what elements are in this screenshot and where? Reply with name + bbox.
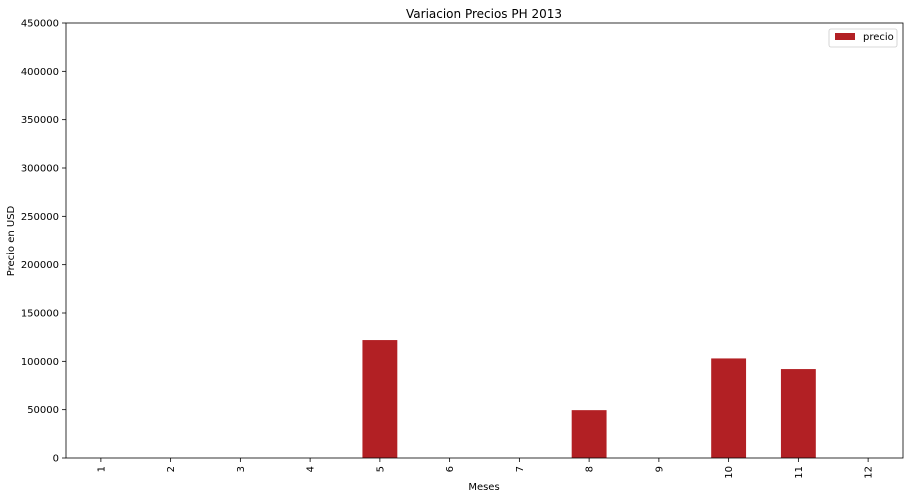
x-tick-label: 9: [654, 466, 665, 472]
y-tick-label: 200000: [21, 260, 59, 271]
x-tick-label: 11: [794, 466, 805, 479]
y-tick-label: 150000: [21, 309, 59, 320]
x-tick-label: 5: [375, 466, 386, 472]
y-tick-label: 300000: [21, 164, 59, 175]
plot-frame: [65, 22, 904, 459]
y-tick-label: 100000: [21, 357, 59, 368]
x-tick-label: 12: [864, 466, 875, 479]
x-tick-label: 7: [515, 466, 526, 472]
x-axis-ticks: 1 2 3 4 5 6 7 8 9 10 11 12: [96, 458, 875, 479]
x-tick-label: 2: [166, 466, 177, 472]
bar-11: [780, 369, 816, 458]
y-tick-label: 50000: [27, 405, 59, 416]
y-axis-title: Precio en USD: [6, 205, 17, 276]
legend-swatch: [835, 33, 855, 40]
y-tick-label: 450000: [21, 19, 59, 30]
bars-group: [362, 340, 816, 458]
x-tick-label: 10: [724, 466, 735, 479]
y-axis-ticks: 0 50000 100000 150000 200000 250000 300000 3500…: [21, 19, 66, 465]
bar-8: [571, 410, 607, 458]
x-tick-label: 6: [445, 466, 456, 472]
y-tick-label: 0: [53, 454, 59, 465]
x-tick-label: 3: [236, 466, 247, 472]
legend-label: precio: [863, 32, 894, 43]
chart-title: Variacion Precios PH 2013: [406, 7, 562, 21]
x-tick-label: 8: [585, 466, 596, 472]
y-tick-label: 250000: [21, 212, 59, 223]
bar-10: [711, 358, 747, 458]
legend: precio: [828, 28, 898, 48]
x-tick-label: 4: [306, 466, 317, 472]
x-tick-label: 1: [96, 466, 107, 472]
bar-5: [362, 340, 398, 458]
x-axis-title: Meses: [468, 482, 499, 493]
y-tick-label: 350000: [21, 115, 59, 126]
y-tick-label: 400000: [21, 67, 59, 78]
